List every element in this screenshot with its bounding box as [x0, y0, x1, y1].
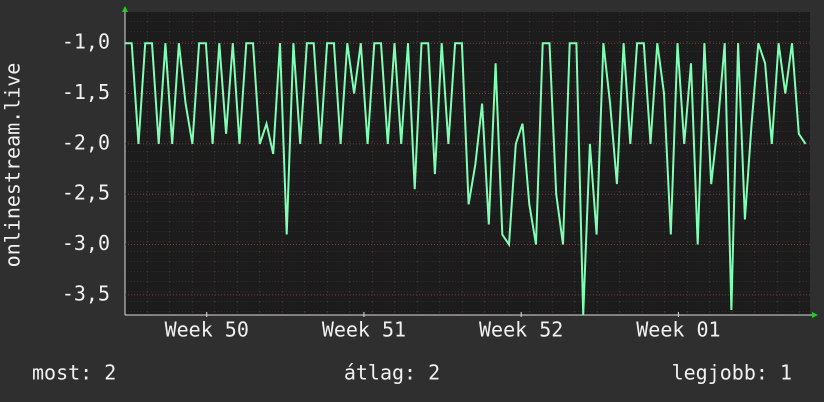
y-tick-label: -1,5 [62, 80, 110, 104]
y-tick-label: -3,5 [62, 281, 110, 305]
x-tick-label: Week 01 [636, 318, 720, 342]
x-tick-label: Week 51 [322, 318, 406, 342]
y-tick-label: -2,0 [62, 130, 110, 154]
legend-item: átlag: 2 [344, 361, 440, 385]
y-tick-label: -2,5 [62, 181, 110, 205]
x-arrow [812, 312, 818, 318]
y-axis-label: onlinestream.live [1, 63, 25, 268]
legend-item: most: 2 [32, 361, 116, 385]
series-line [125, 42, 807, 316]
y-tick-label: -3,0 [62, 231, 110, 255]
x-tick-label: Week 50 [165, 318, 249, 342]
y-tick-label: -1,0 [62, 30, 110, 54]
x-tick-label: Week 52 [479, 318, 563, 342]
legend-item: legjobb: 1 [672, 361, 792, 385]
y-arrow [122, 6, 128, 12]
